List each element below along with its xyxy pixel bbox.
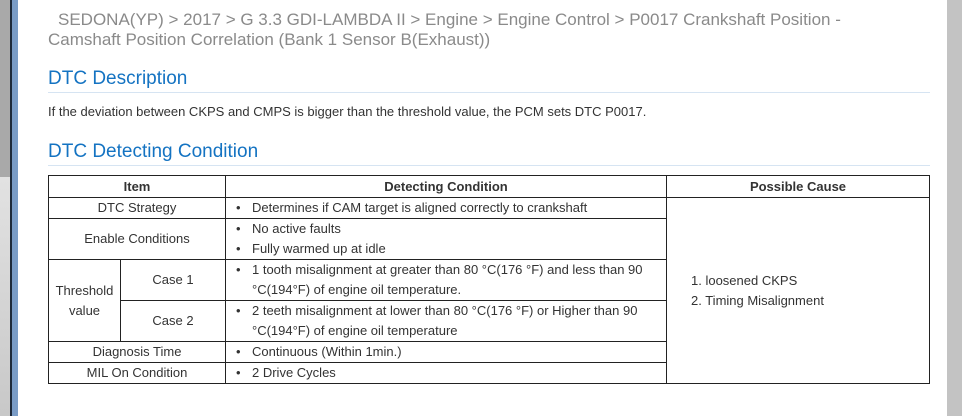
cause-item: 2. Timing Misalignment	[691, 292, 824, 308]
condition-bullet: Continuous (Within 1min.)	[232, 342, 660, 362]
item-cell: MIL On Condition	[48, 362, 226, 384]
table-row: Case 2 2 teeth misalignment at lower tha…	[49, 300, 930, 342]
dtc-description-text: If the deviation between CKPS and CMPS i…	[48, 104, 647, 119]
table-row: Enable Conditions No active faultsFully …	[48, 218, 930, 260]
detecting-condition-table: Item Detecting Condition Possible Cause …	[48, 175, 930, 384]
possible-cause-cell: 1. loosened CKPS 2. Timing Misalignment	[666, 197, 930, 384]
breadcrumb-line-1: SEDONA(YP) > 2017 > G 3.3 GDI-LAMBDA II …	[58, 10, 841, 29]
condition-bullet: 2 teeth misalignment at lower than 80 °C…	[232, 301, 660, 341]
condition-bullet: 1 tooth misalignment at greater than 80 …	[232, 260, 660, 300]
breadcrumb-line-2: Camshaft Position Correlation (Bank 1 Se…	[48, 30, 491, 49]
scrollbar[interactable]	[947, 0, 962, 416]
case-cell: Case 2	[120, 300, 226, 342]
condition-bullet: 2 Drive Cycles	[232, 363, 660, 383]
breadcrumb: SEDONA(YP) > 2017 > G 3.3 GDI-LAMBDA II …	[48, 10, 928, 50]
window-frame	[12, 0, 18, 416]
item-cell: DTC Strategy	[48, 197, 226, 219]
item-cell: Diagnosis Time	[48, 341, 226, 363]
table-row: DTC Strategy Determines if CAM target is…	[48, 197, 930, 384]
table-row: Threshold value Case 1 1 tooth misalignm…	[48, 259, 930, 342]
header-item: Item	[48, 175, 226, 198]
condition-bullet: No active faults	[232, 219, 660, 239]
dtc-detecting-condition-heading: DTC Detecting Condition	[48, 141, 930, 166]
item-cell: Threshold value	[48, 259, 121, 342]
case-cell: Case 1	[120, 259, 226, 301]
dtc-description-heading: DTC Description	[48, 68, 930, 93]
condition-bullet: Determines if CAM target is aligned corr…	[232, 198, 660, 218]
left-window-edge	[0, 0, 10, 416]
cause-item: 1. loosened CKPS	[691, 272, 798, 288]
condition-bullet: Fully warmed up at idle	[232, 239, 660, 259]
header-possible-cause: Possible Cause	[666, 175, 930, 198]
table-row: MIL On Condition 2 Drive Cycles	[48, 362, 930, 384]
header-detecting-condition: Detecting Condition	[225, 175, 667, 198]
window-border	[10, 0, 12, 416]
table-row: Diagnosis Time Continuous (Within 1min.)	[48, 341, 930, 363]
table-header-row: Item Detecting Condition Possible Cause	[48, 175, 930, 198]
item-cell: Enable Conditions	[48, 218, 226, 260]
